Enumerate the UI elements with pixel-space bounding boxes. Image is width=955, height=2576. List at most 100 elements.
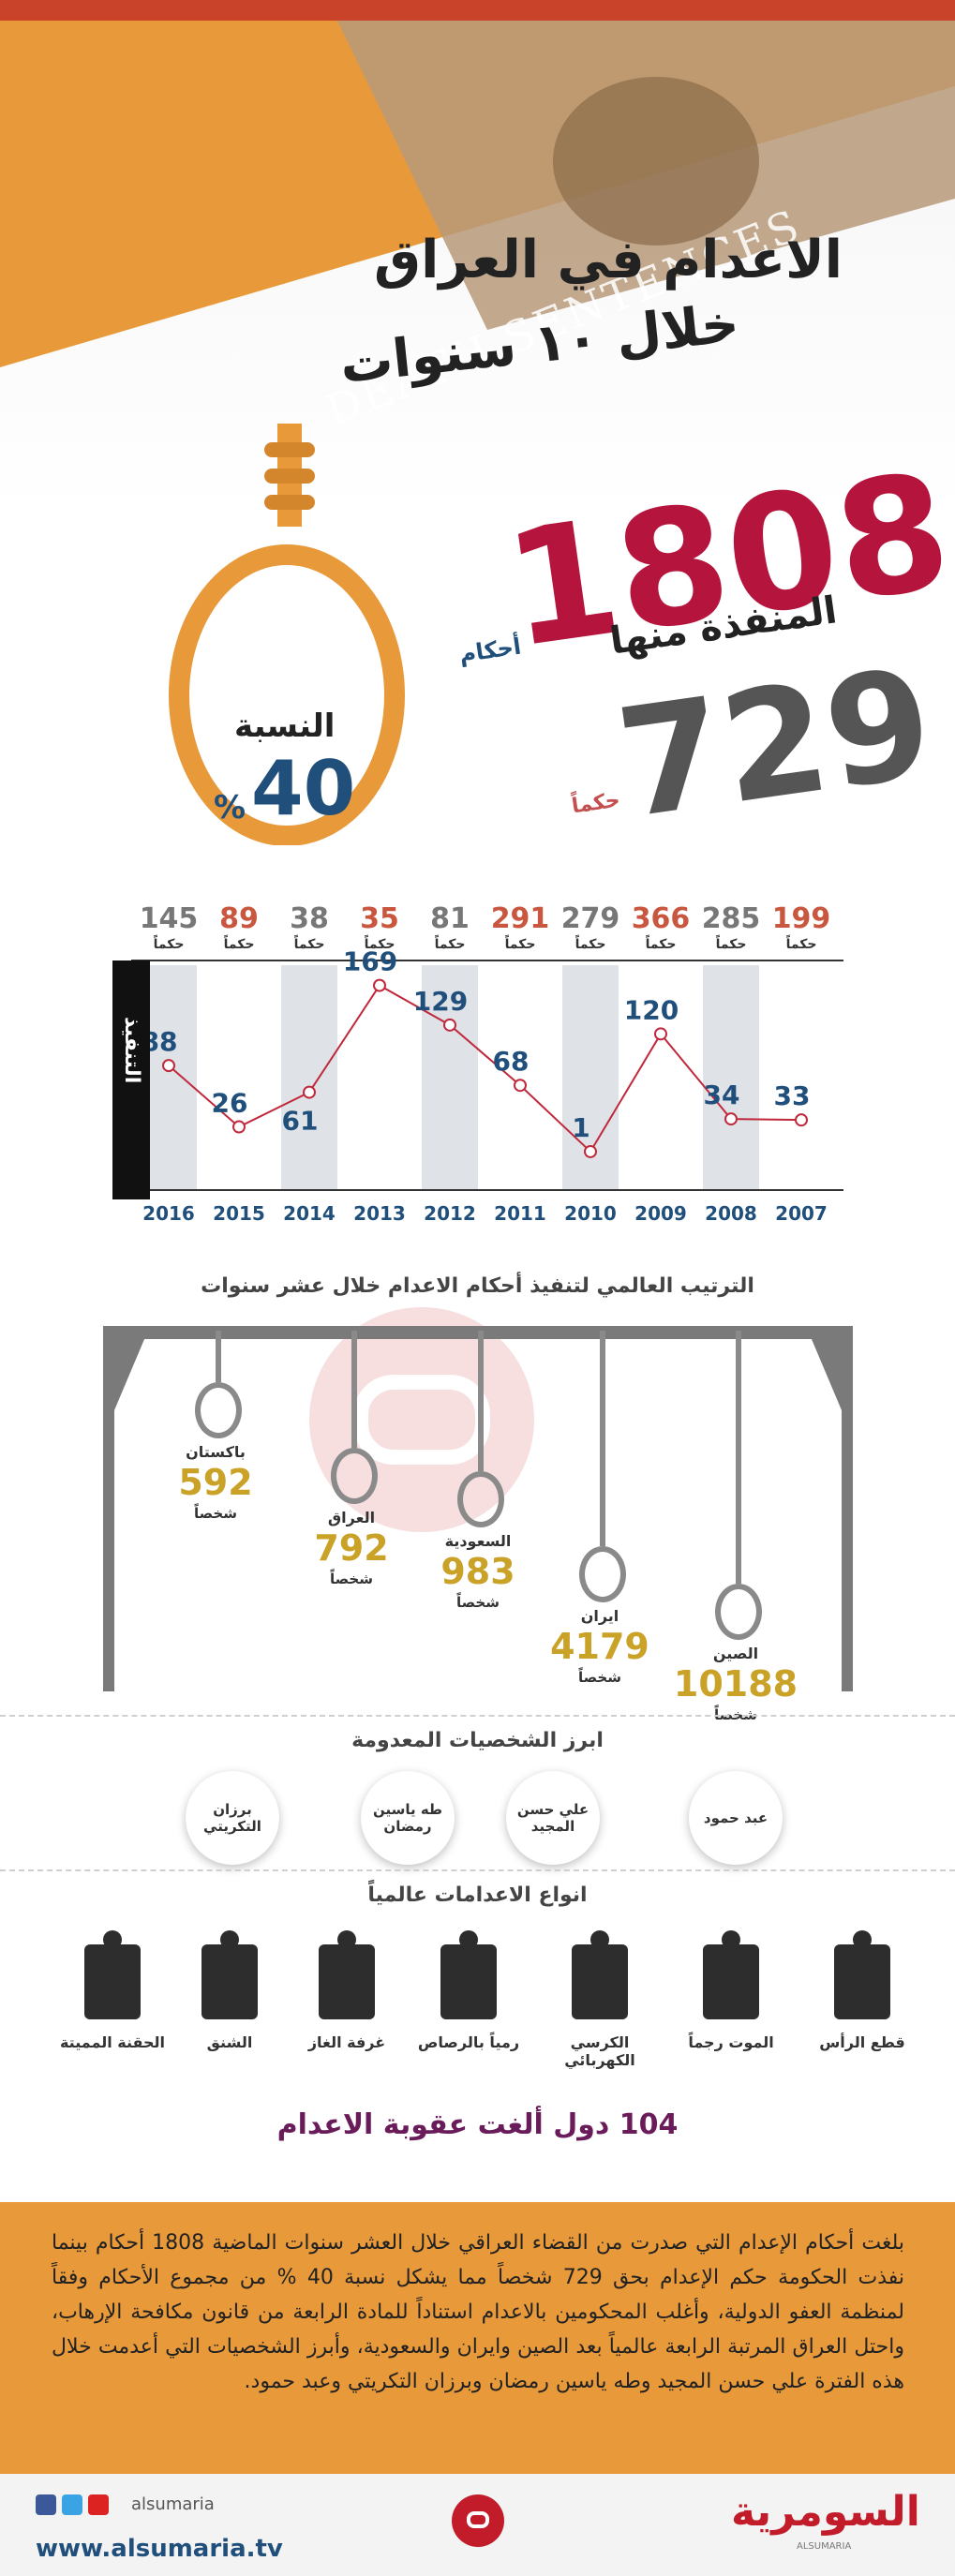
execution-method-icon (572, 1944, 628, 2019)
data-label: 61 (282, 1106, 319, 1137)
chart-vertical-label: التنفيذ (120, 1017, 143, 1084)
twitter-icon[interactable] (62, 2494, 82, 2515)
figure-head-icon (220, 1930, 239, 1949)
person-circle: عبد حمود (689, 1771, 783, 1865)
gallows-post-left (103, 1326, 114, 1691)
sentences-unit: حكماً (434, 934, 465, 952)
country-unit: شخصاً (578, 1669, 621, 1686)
execution-method-label: الشنق (206, 2033, 253, 2051)
country-value: 983 (440, 1551, 515, 1592)
ranking-title: الترتيب العالمي لتنفيذ أحكام الاعدام خلا… (201, 1274, 754, 1298)
sentences-count: 366 (632, 902, 691, 935)
data-point (162, 1059, 175, 1073)
chart-column-band (703, 965, 759, 1190)
person-circle: طه ياسين رمضان (361, 1771, 455, 1865)
data-point (232, 1120, 246, 1134)
gallows-post-right (842, 1326, 853, 1691)
data-point (584, 1144, 597, 1158)
noose-icon (715, 1584, 762, 1640)
percent-label: النسبة (234, 707, 336, 745)
person-circle: برزان التكريتي (186, 1771, 279, 1865)
country-unit: شخصاً (456, 1594, 500, 1611)
noose-rope (478, 1331, 484, 1471)
data-label: 68 (493, 1046, 530, 1077)
data-label: 26 (212, 1088, 248, 1119)
country-name: باكستان (186, 1443, 246, 1461)
noose-icon (457, 1471, 504, 1527)
data-label: 169 (343, 946, 397, 977)
sentences-unit: حكماً (645, 934, 676, 952)
figure-head-icon (103, 1930, 122, 1949)
execution-method-label: الكرسي الكهربائي (564, 2033, 635, 2069)
execution-method-label: غرفة الغاز (307, 2033, 386, 2051)
noose-rope (351, 1331, 357, 1448)
sentences-count: 38 (290, 902, 329, 935)
sentences-count: 285 (702, 902, 761, 935)
x-tick-label: 2011 (494, 1202, 546, 1225)
noose-icon (579, 1546, 626, 1602)
country-unit: شخصاً (330, 1571, 373, 1587)
brand-name: السومرية (731, 2488, 920, 2536)
percent-sign: % (214, 789, 246, 826)
sentences-unit: حكماً (504, 934, 535, 952)
noose-coil-3 (264, 495, 315, 510)
series-line (168, 984, 802, 1154)
chart-column-band (141, 965, 197, 1190)
sentences-count: 145 (140, 902, 199, 935)
percent-value: 40 (251, 745, 356, 832)
data-point (795, 1113, 808, 1127)
country-name: الصين (712, 1645, 759, 1662)
website-link[interactable]: www.alsumaria.tv (36, 2535, 283, 2563)
data-label: 1 (572, 1112, 589, 1143)
figure-head-icon (590, 1930, 609, 1949)
sentences-unit: حكماً (223, 934, 254, 952)
chart-vertical-band: التنفيذ (112, 960, 150, 1199)
alsumaria-logo-icon (452, 2494, 504, 2547)
country-value: 10188 (673, 1663, 798, 1705)
execution-method-label: الحقنة المميتة (59, 2033, 166, 2051)
summary-paragraph: بلغت أحكام الإعدام التي صدرت من القضاء ا… (52, 2231, 904, 2393)
facebook-icon[interactable] (36, 2494, 56, 2515)
country-value: 4179 (550, 1626, 649, 1667)
execution-method-icon (440, 1944, 497, 2019)
youtube-icon[interactable] (88, 2494, 109, 2515)
noose-icon (331, 1448, 378, 1504)
sentences-count: 291 (491, 902, 550, 935)
figure-head-icon (459, 1930, 478, 1949)
data-point (303, 1085, 316, 1099)
country-name: السعودية (444, 1532, 512, 1550)
country-value: 592 (178, 1462, 253, 1503)
x-tick-label: 2009 (634, 1202, 687, 1225)
noose-rope (600, 1331, 605, 1546)
x-tick-label: 2010 (564, 1202, 617, 1225)
social-handle[interactable]: alsumaria (131, 2494, 215, 2514)
title-line1: الاعدام في العراق (374, 230, 843, 290)
sentences-unit: حكماً (293, 934, 324, 952)
person-circle: علي حسن المجيد (506, 1771, 600, 1865)
data-point (654, 1027, 667, 1041)
executions-chart: 882016145حكماً26201589حكماً61201438حكماً… (131, 902, 843, 1225)
sentences-unit: حكماً (715, 934, 746, 952)
brand-sub: ALSUMARIA (797, 2541, 852, 2552)
x-tick-label: 2008 (705, 1202, 757, 1225)
data-label: 129 (413, 986, 468, 1017)
execution-method-icon (201, 1944, 258, 2019)
noose-rope (216, 1331, 221, 1382)
gallows-brace-left (103, 1326, 150, 1410)
execution-method-icon (319, 1944, 375, 2019)
alsumaria-logo-inner (467, 2511, 489, 2528)
execution-method-icon (703, 1944, 759, 2019)
sentences-unit: حكماً (785, 934, 816, 952)
data-point (514, 1079, 527, 1093)
top-bar (0, 0, 955, 21)
execution-method-label: الموت رجماً (688, 2033, 774, 2051)
divider-1 (0, 1715, 955, 1717)
noose-coil-2 (264, 469, 315, 484)
sentences-count: 81 (430, 902, 470, 935)
data-point (443, 1018, 456, 1032)
country-value: 792 (314, 1527, 389, 1569)
figure-head-icon (722, 1930, 740, 1949)
sentences-unit: حكماً (574, 934, 605, 952)
data-label: 34 (704, 1080, 740, 1110)
abolish-count: 104 دول ألغت عقوبة الاعدام (276, 2108, 679, 2141)
